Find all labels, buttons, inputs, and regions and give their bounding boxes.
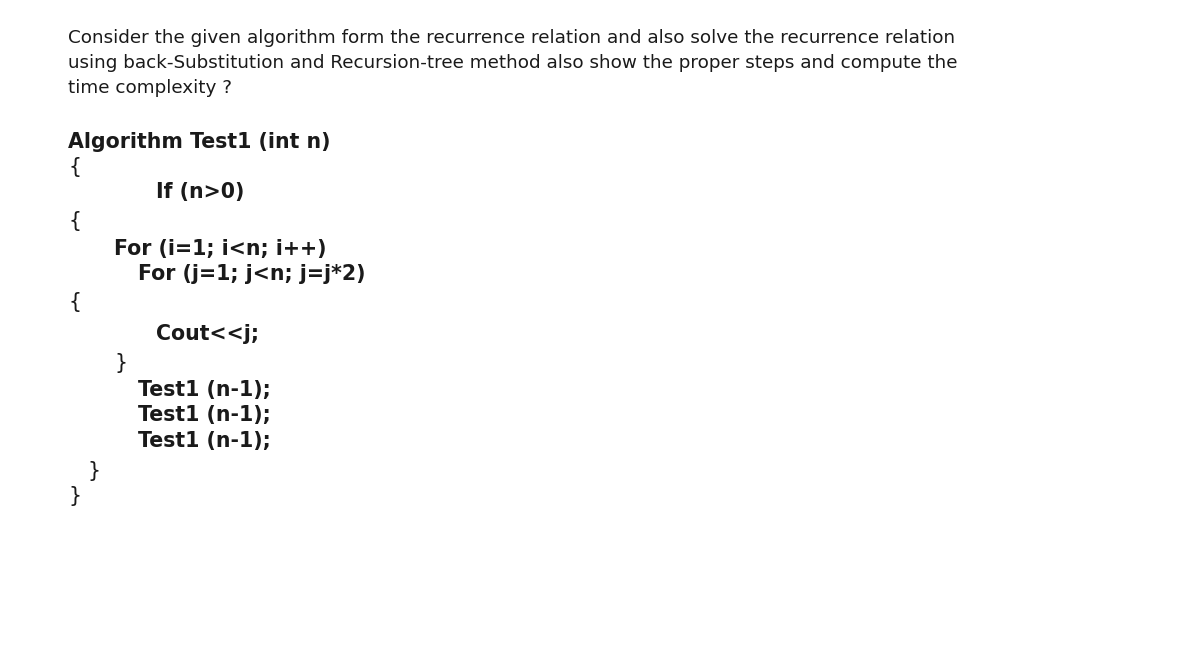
Text: Test1 (n-1);: Test1 (n-1); xyxy=(138,405,271,425)
Text: Consider the given algorithm form the recurrence relation and also solve the rec: Consider the given algorithm form the re… xyxy=(68,29,955,47)
Text: {: { xyxy=(68,211,82,231)
Text: If (n>0): If (n>0) xyxy=(156,182,245,202)
Text: Algorithm Test1 (int n): Algorithm Test1 (int n) xyxy=(68,132,331,152)
Text: Test1 (n-1);: Test1 (n-1); xyxy=(138,380,271,399)
Text: }: } xyxy=(68,486,82,506)
Text: Test1 (n-1);: Test1 (n-1); xyxy=(138,431,271,451)
Text: }: } xyxy=(114,353,127,372)
Text: For (j=1; j<n; j=j*2): For (j=1; j<n; j=j*2) xyxy=(138,264,366,283)
Text: Cout<<j;: Cout<<j; xyxy=(156,324,259,344)
Text: }: } xyxy=(88,461,101,481)
Text: using back-Substitution and Recursion-tree method also show the proper steps and: using back-Substitution and Recursion-tr… xyxy=(68,54,958,72)
Text: For (i=1; i<n; i++): For (i=1; i<n; i++) xyxy=(114,239,326,258)
Text: time complexity ?: time complexity ? xyxy=(68,79,233,97)
Text: {: { xyxy=(68,157,82,177)
Text: {: { xyxy=(68,292,82,312)
